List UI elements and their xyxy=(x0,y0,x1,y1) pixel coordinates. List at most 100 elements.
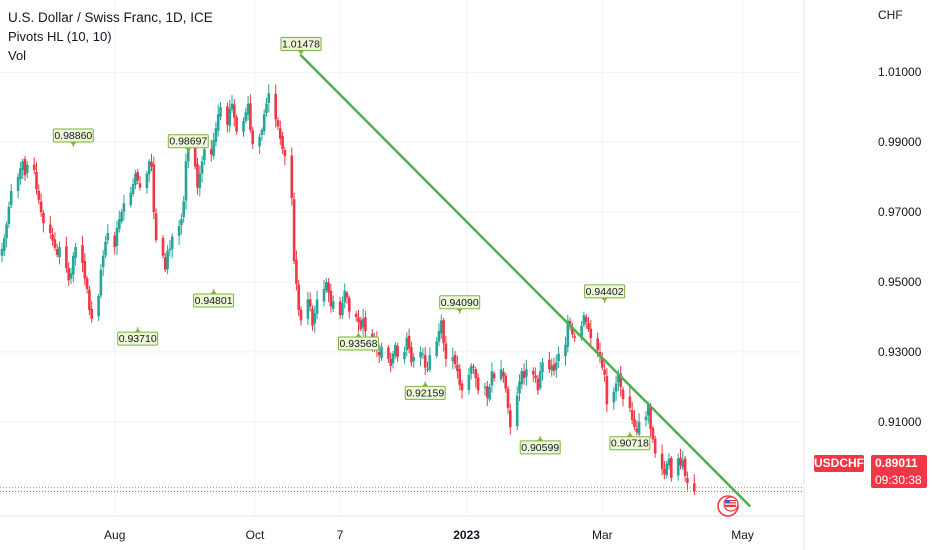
candle-body xyxy=(389,358,392,366)
candle-body xyxy=(442,320,445,344)
pivot-label: 0.98697 xyxy=(167,134,209,153)
candle-body xyxy=(601,358,604,368)
bar-countdown: 09:30:38 xyxy=(871,472,927,488)
candle-body xyxy=(456,364,459,372)
candle-body xyxy=(265,103,268,113)
pivot-pointer xyxy=(70,142,77,147)
candle-body xyxy=(32,164,36,171)
candle-body xyxy=(235,117,238,132)
candle-body xyxy=(106,233,110,241)
candle-body xyxy=(216,114,220,131)
candle-body xyxy=(525,369,528,377)
candle-body xyxy=(573,336,576,338)
candle-body xyxy=(187,149,190,162)
indicator-pivots-label[interactable]: Pivots HL (10, 10) xyxy=(8,29,112,44)
candle-body xyxy=(644,416,648,421)
candle-body xyxy=(407,335,411,349)
pivot-box xyxy=(609,436,651,451)
candle-body xyxy=(679,457,682,466)
price-axis-labels: 1.01000 0.99000 0.97000 0.95000 0.93000 0.910… xyxy=(878,65,922,429)
candle-body xyxy=(486,386,489,398)
candle-body xyxy=(120,212,123,222)
pivot-value: 0.98697 xyxy=(169,136,207,148)
candle-body xyxy=(460,383,464,391)
pivot-label: 0.90718 xyxy=(609,431,651,451)
trendline[interactable] xyxy=(299,54,751,508)
pivot-value: 0.94801 xyxy=(195,295,233,307)
symbol-title[interactable]: U.S. Dollar / Swiss Franc, 1D, ICE xyxy=(8,10,213,25)
candle-body xyxy=(290,155,294,199)
candle-body xyxy=(101,255,105,268)
candle-body xyxy=(258,136,261,147)
candle-body xyxy=(58,247,61,258)
candle-body xyxy=(233,104,236,118)
candle-body xyxy=(676,458,680,476)
grid-lines xyxy=(0,0,804,516)
candle-body xyxy=(164,257,167,270)
pivot-box xyxy=(117,331,159,346)
flag-event-icon[interactable] xyxy=(717,495,739,517)
candle-body xyxy=(515,395,519,427)
time-tick-label: Mar xyxy=(592,528,613,542)
candle-body xyxy=(667,458,671,466)
pivot-label: 0.94801 xyxy=(193,288,235,308)
candle-body xyxy=(596,338,599,351)
candle-body xyxy=(619,373,622,387)
pivot-value: 1.01478 xyxy=(282,38,320,50)
pivot-box xyxy=(439,295,481,310)
candle-body xyxy=(580,325,583,338)
candle-body xyxy=(377,352,381,356)
pivot-value: 0.93710 xyxy=(119,333,157,345)
candle-body xyxy=(145,173,149,189)
pivot-value: 0.93568 xyxy=(340,338,378,350)
candle-body xyxy=(147,161,151,175)
candle-body xyxy=(589,328,593,338)
pivot-value: 0.94090 xyxy=(441,297,479,309)
candle-body xyxy=(26,164,29,173)
candle-body xyxy=(49,224,52,234)
candle-body xyxy=(306,299,310,319)
indicator-vol-label[interactable]: Vol xyxy=(8,48,27,63)
pivot-box xyxy=(52,128,94,143)
candle-body xyxy=(198,173,202,189)
pivot-pointer xyxy=(422,382,429,387)
candle-body xyxy=(686,478,689,484)
candle-body xyxy=(279,128,282,139)
candle-body xyxy=(23,158,27,176)
candle-body xyxy=(617,374,620,383)
candle-body xyxy=(67,268,70,281)
candle-body xyxy=(348,297,351,312)
candle-body xyxy=(7,206,11,224)
currency-unit-label[interactable]: CHF xyxy=(878,8,903,22)
candle-body xyxy=(19,168,22,179)
candle-body xyxy=(228,108,231,126)
candle-body xyxy=(405,337,409,351)
candle-body xyxy=(693,483,696,492)
pivot-box xyxy=(404,385,446,400)
pivot-label: 1.01478 xyxy=(280,36,322,56)
candle-body xyxy=(5,224,8,239)
chart-legend: U.S. Dollar / Swiss Franc, 1D, ICE Pivot… xyxy=(8,8,213,65)
candle-body xyxy=(311,308,314,326)
symbol-price-tag: USDCHF xyxy=(814,455,864,472)
pivot-label: 0.92159 xyxy=(404,381,446,400)
candle-body xyxy=(345,292,349,298)
candle-body xyxy=(226,106,229,125)
candle-body xyxy=(131,184,135,194)
price-tick-label: 1.01000 xyxy=(878,65,922,79)
candle-body xyxy=(308,299,312,307)
pivot-pointer xyxy=(134,328,141,333)
candle-body xyxy=(354,313,358,317)
candle-body xyxy=(469,365,473,374)
pivot-value: 0.90718 xyxy=(611,438,649,450)
candle-body xyxy=(506,388,510,408)
candle-body xyxy=(649,406,652,429)
candle-body xyxy=(550,365,553,371)
candle-body xyxy=(564,344,567,357)
candle-body xyxy=(104,241,107,256)
candle-body xyxy=(437,330,441,342)
pivot-label: 0.90599 xyxy=(519,435,561,455)
pivot-value: 0.92159 xyxy=(406,387,444,399)
